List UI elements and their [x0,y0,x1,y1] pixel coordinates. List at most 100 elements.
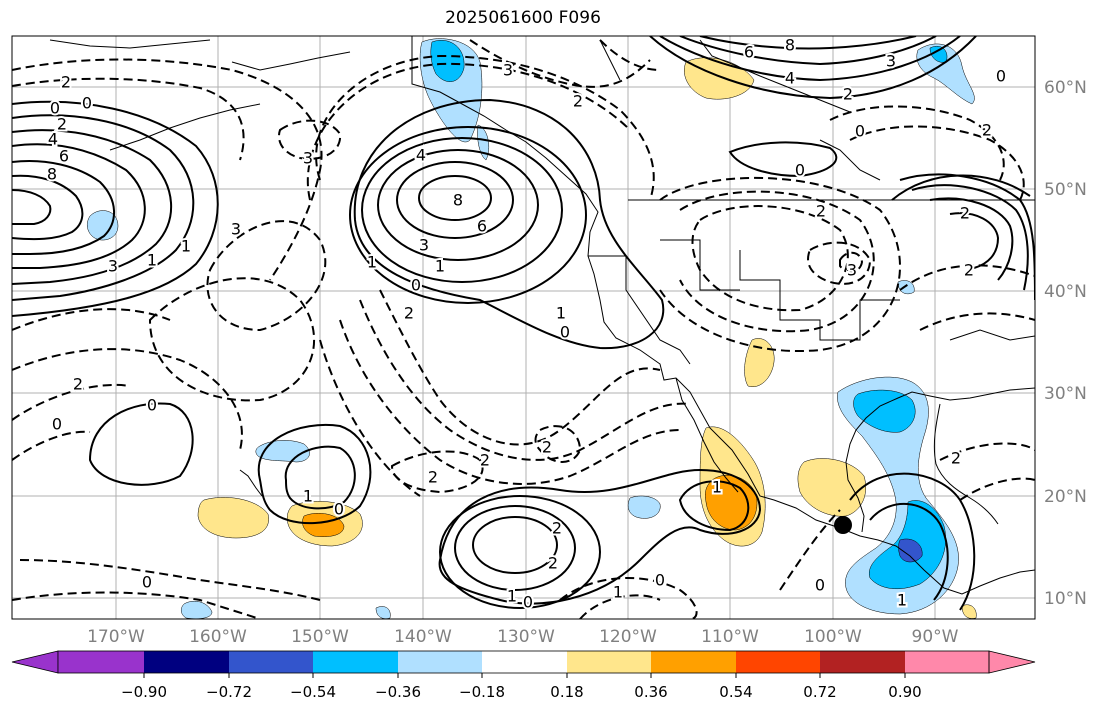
lat-label: 50°N [1044,180,1087,200]
lon-label: 100°W [804,627,862,647]
lon-label: 90°W [912,627,959,647]
contour-label: 3 [108,257,118,276]
contour-label: 0 [147,396,157,415]
contour-label: 3 [303,149,313,168]
lon-label: 110°W [701,627,759,647]
colorbar-ticks [143,673,906,678]
lat-label: 20°N [1044,487,1087,507]
contour-label: 0 [411,276,421,295]
contour-label: 3 [847,261,857,280]
lat-label: 60°N [1044,78,1087,98]
contour-label: 8 [453,191,463,210]
contour-label: 2 [816,202,826,221]
contour-label: 4 [416,146,426,165]
map-frame [11,35,1036,620]
contour-label: 1 [712,478,722,497]
contours-dashed [12,39,1035,619]
contour-label: 0 [50,99,60,118]
lat-label: 30°N [1044,384,1087,404]
lon-label: 150°W [291,627,349,647]
contour-label: 1 [507,587,517,606]
contour-label: 1 [147,251,157,270]
contour-label: 0 [82,94,92,113]
colorbar-min-extend [11,650,59,674]
contour-label: 1 [435,257,445,276]
colorbar: −0.90 −0.72 −0.54 −0.36 −0.18 0.18 0.36 … [11,650,1036,701]
contour-label: 6 [477,217,487,236]
colorbar-tick-label: 0.54 [719,683,752,701]
contour-label: 6 [744,43,754,62]
contour-label: 0 [334,500,344,519]
contour-label: 3 [231,220,241,239]
colorbar-tick-label: −0.54 [290,683,336,701]
contour-label: 0 [142,573,152,592]
contour-label: 0 [795,161,805,180]
colorbar-tick-label: 0.90 [888,683,921,701]
plot-title: 2025061600 F096 [445,8,601,28]
contour-label: 0 [996,67,1006,86]
contour-label: 3 [503,61,513,80]
contour-label: 2 [61,73,71,92]
contour-label: 1 [897,591,907,610]
map-background [12,36,1035,619]
shading-positive [197,57,977,619]
contours-solid [12,36,1035,611]
lon-label: 130°W [497,627,555,647]
contour-label: 3 [886,52,896,71]
contour-label: 2 [480,451,490,470]
colorbar-tick-label: 0.36 [634,683,667,701]
longitude-labels: 170°W 160°W 150°W 140°W 130°W 120°W 110°… [87,627,959,647]
colorbar-tick-label: 0.72 [803,683,836,701]
colorbar-swatch [905,651,989,673]
colorbar-swatch [482,651,567,673]
colorbar-swatch [229,651,313,673]
contour-label: 8 [785,36,795,55]
colorbar-swatch [58,651,144,673]
contour-label: 0 [523,593,533,612]
contour-label: 3 [419,236,429,255]
contour-label: 2 [542,438,552,457]
contour-label: 2 [843,85,853,104]
lat-label: 10°N [1044,589,1087,609]
contour-label: 2 [960,204,970,223]
coastlines [49,36,1035,595]
contour-label: 2 [964,261,974,280]
colorbar-swatch [567,651,651,673]
colorbar-swatch [398,651,482,673]
contour-label: 0 [560,323,570,342]
colorbar-frame [57,650,990,674]
lat-label: 40°N [1044,282,1087,302]
contour-label: 2 [573,92,583,111]
contour-label: 2 [57,115,67,134]
contour-label: 1 [367,253,377,272]
contour-label: 0 [52,415,62,434]
contour-label: 2 [428,468,438,487]
contour-label: 0 [815,576,825,595]
colorbar-swatch [144,651,229,673]
colorbar-tick-label: −0.36 [375,683,421,701]
contour-label: 4 [48,130,58,149]
colorbar-swatch [820,651,905,673]
colorbar-tick-label: −0.72 [206,683,252,701]
colorbar-swatch [651,651,736,673]
contour-label: 2 [548,554,558,573]
colorbar-swatch [313,651,398,673]
contour-label: 1 [613,583,623,602]
colorbar-max-extend [988,650,1036,674]
contour-label: 4 [785,69,795,88]
lon-label: 140°W [394,627,452,647]
contour-label: 2 [404,304,414,323]
contour-label: 2 [982,121,992,140]
contour-label: 2 [951,449,961,468]
colorbar-tick-label: 0.18 [550,683,583,701]
lon-label: 120°W [599,627,657,647]
latitude-labels: 10°N 20°N 30°N 40°N 50°N 60°N [1044,78,1087,609]
contour-label: 0 [855,122,865,141]
contour-label: 8 [47,165,57,184]
lon-label: 160°W [189,627,247,647]
contour-label: 2 [552,519,562,538]
lon-label: 170°W [87,627,145,647]
colorbar-swatch [736,651,820,673]
